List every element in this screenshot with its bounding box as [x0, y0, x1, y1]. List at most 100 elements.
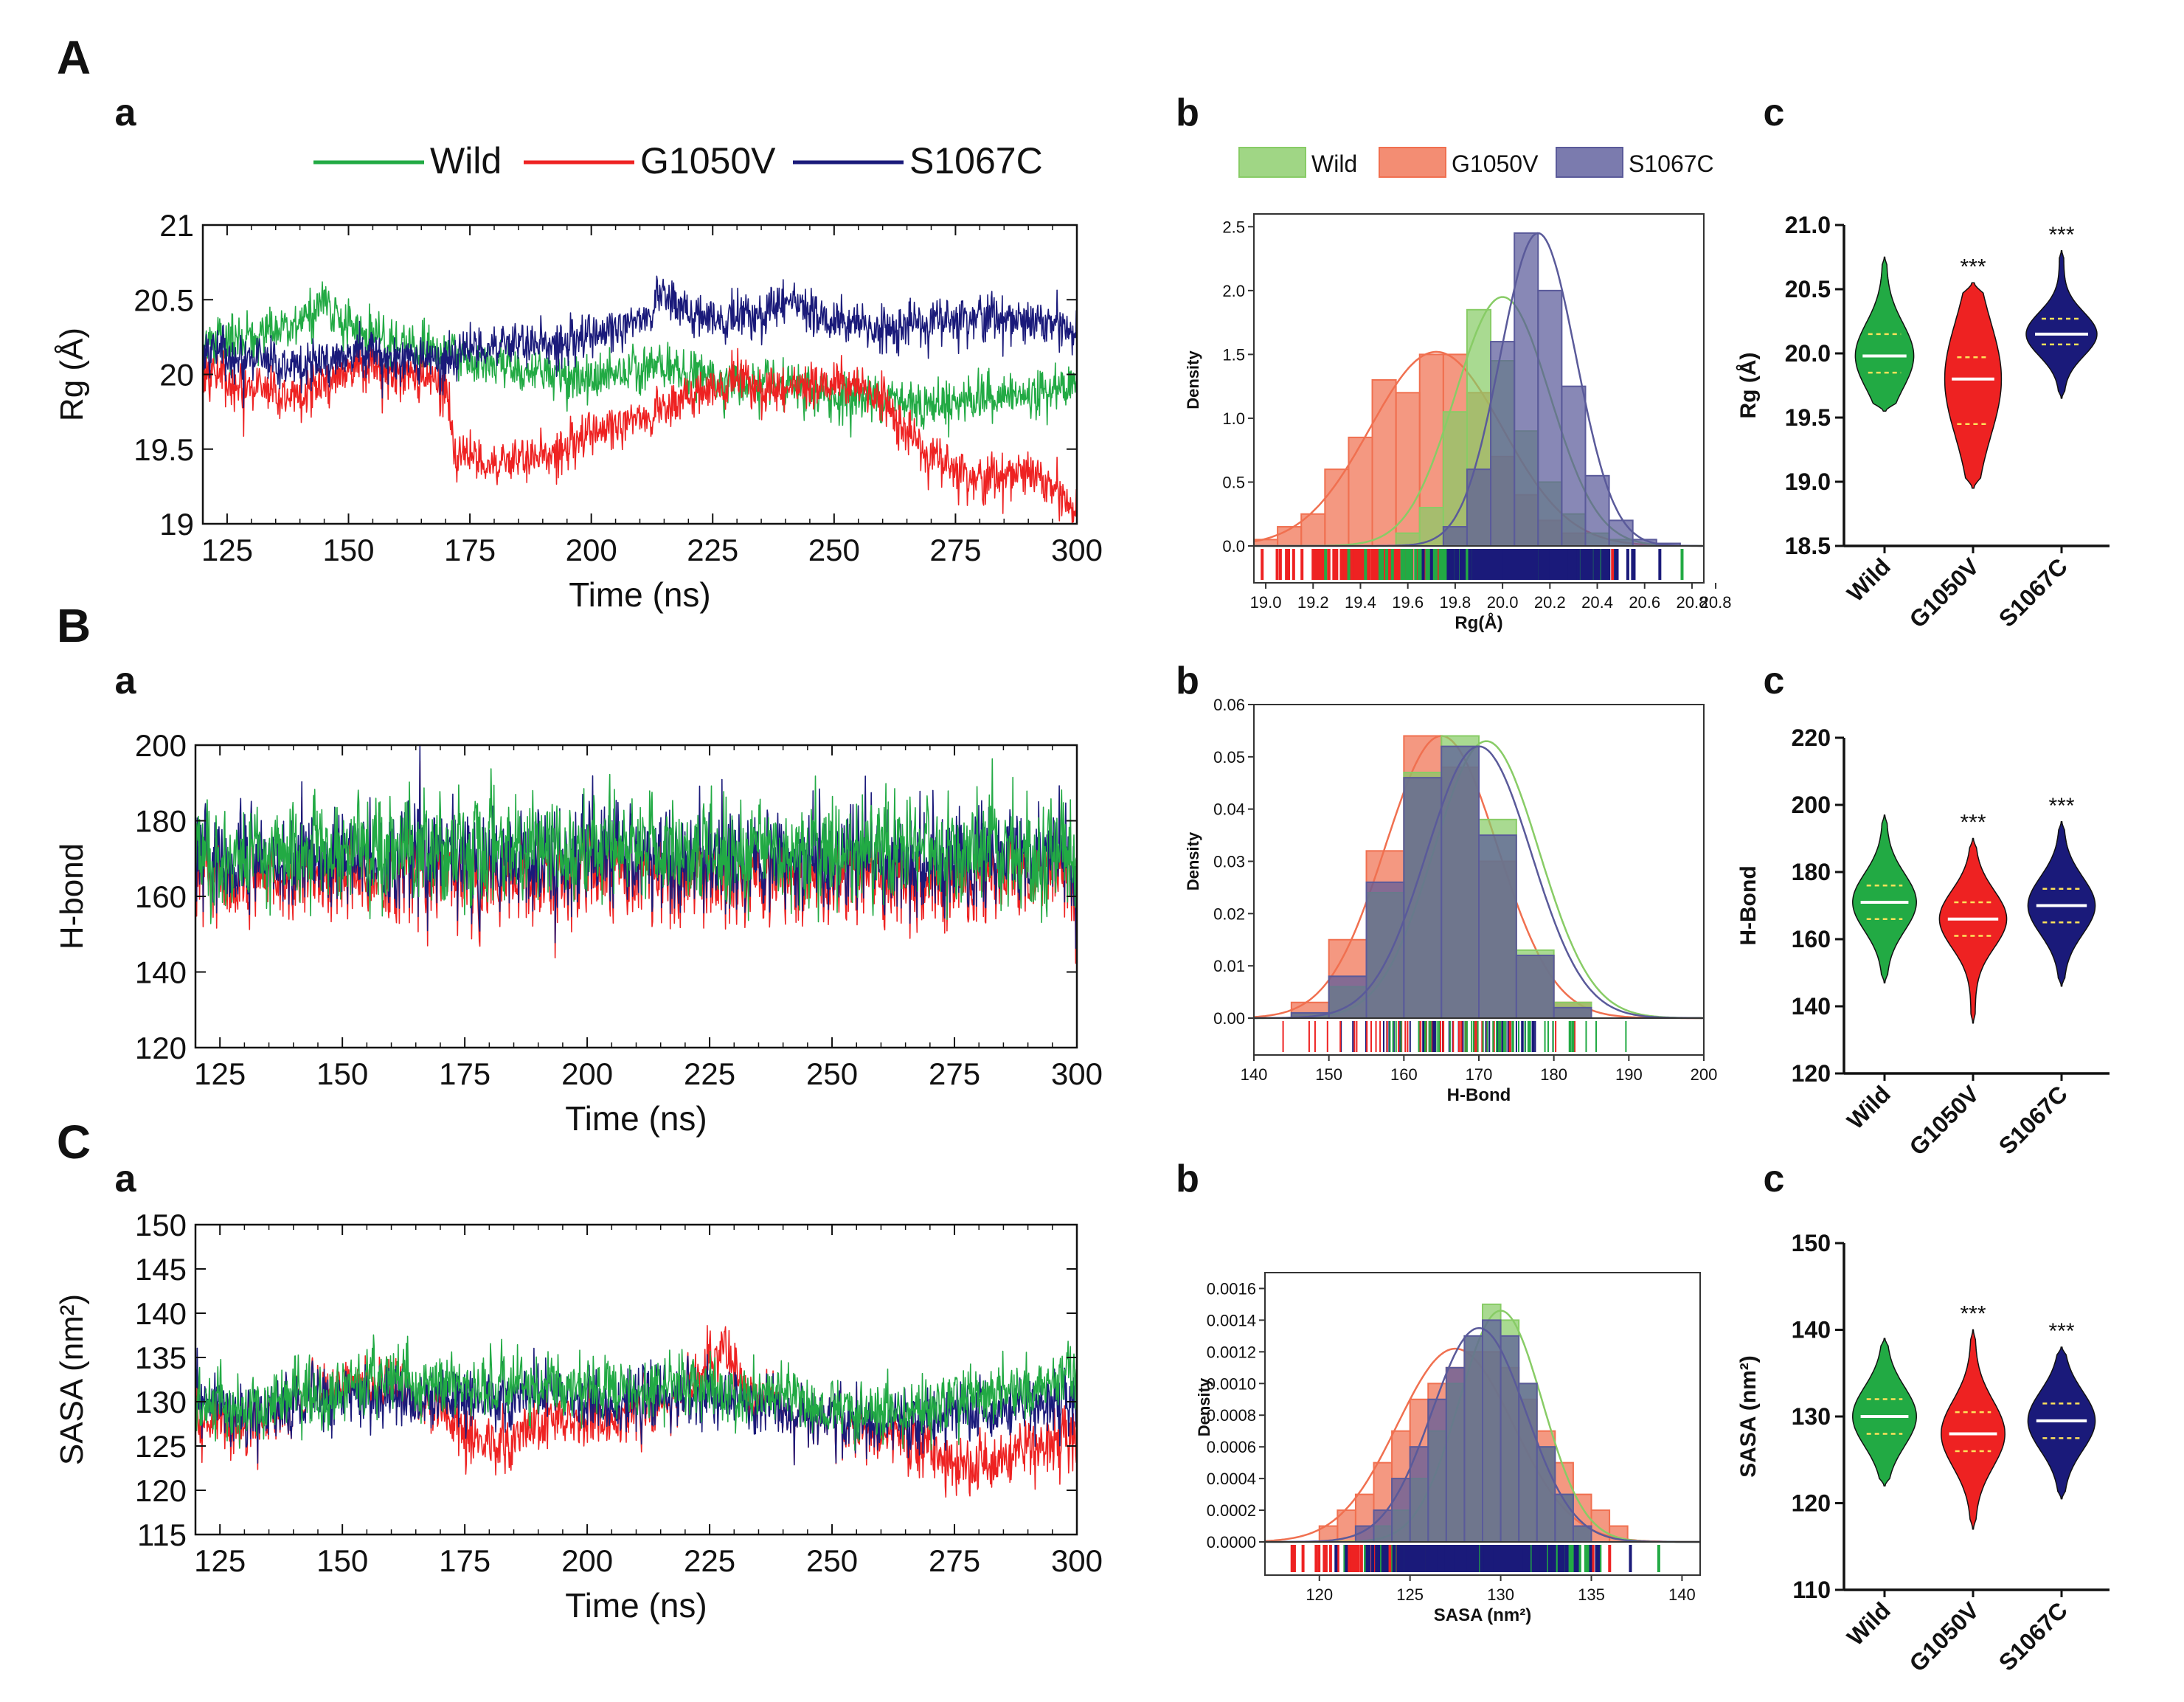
bar-S1067C — [1445, 1366, 1466, 1543]
y-tick-label: 180 — [135, 804, 187, 839]
violin-G1050V — [1944, 282, 2003, 489]
bar-G1050V — [1348, 436, 1373, 547]
hist-chart-Cb: 0.0000 0.0002 0.0004 0.0006 0.0008 0.0010 0.00… — [1195, 1272, 1701, 1625]
violin-S1067C — [2025, 250, 2098, 399]
x-tick-label: 20.8 — [1677, 593, 1708, 612]
y-tick-label: 150 — [135, 1208, 187, 1242]
legend-swatch-S1067C — [1556, 147, 1623, 178]
x-tick-label: 300 — [1051, 533, 1103, 567]
legend-swatch-Wild — [1238, 147, 1306, 178]
y-tick-label: 0.05 — [1213, 748, 1245, 767]
x-tick-label: 225 — [687, 533, 738, 567]
bar-S1067C — [1482, 1319, 1502, 1543]
x-tick-label: 19.4 — [1345, 593, 1376, 612]
y-tick-label: 21 — [159, 208, 194, 243]
x-tick-label: 275 — [929, 1543, 980, 1578]
x-tick-label: 150 — [316, 1543, 368, 1578]
hist-legend: Wild G1050V S1067C — [1238, 147, 1714, 178]
legend-label-Wild: Wild — [1311, 151, 1357, 177]
legend-label-Wild: Wild — [430, 140, 502, 181]
y-tick-label: 20 — [159, 358, 194, 392]
x-tick-label: 130 — [1487, 1585, 1514, 1604]
y-axis-label: Density — [1184, 831, 1202, 890]
x-category-label: Wild — [1842, 1080, 1896, 1134]
x-tick-label: 125 — [201, 533, 253, 567]
x-tick-label: 20.8 — [1700, 593, 1732, 612]
x-tick-label: 250 — [806, 1543, 858, 1578]
section-letter-C: C — [57, 1115, 91, 1169]
x-tick-label: 19.2 — [1297, 593, 1329, 612]
fit-curve-S1067C — [1254, 745, 1704, 1020]
panel-letter-b: b — [1176, 91, 1199, 134]
legend-swatch-G1050V — [1379, 147, 1446, 178]
bar-S1067C — [1515, 955, 1555, 1019]
y-tick-label: 0.0016 — [1207, 1279, 1256, 1298]
y-axis-label: SASA (nm²) — [54, 1294, 90, 1465]
y-tick-label: 20.5 — [134, 283, 194, 317]
x-tick-label: 300 — [1051, 1056, 1103, 1091]
y-tick-label: 160 — [1792, 926, 1831, 952]
x-category-label: G1050V — [1904, 553, 1984, 633]
panel-letter-a: a — [115, 1158, 137, 1200]
x-axis-label: Rg(Å) — [1455, 612, 1502, 633]
y-tick-label: 120 — [135, 1473, 187, 1508]
series-line-Wild — [195, 758, 1077, 924]
series-line-G1050V — [202, 335, 1077, 525]
bar-S1067C — [1365, 881, 1405, 1020]
y-tick-label: 20.5 — [1785, 276, 1831, 302]
x-tick-label: 170 — [1466, 1065, 1493, 1084]
y-tick-label: 18.5 — [1785, 533, 1831, 559]
bar-S1067C — [1561, 385, 1587, 547]
bar-G1050V — [1395, 392, 1421, 547]
y-tick-label: 0.03 — [1213, 853, 1245, 871]
panel-letter-c: c — [1764, 660, 1785, 702]
bar-Wild — [1442, 411, 1468, 547]
y-axis-label: H-bond — [54, 843, 90, 949]
bar-S1067C — [1490, 341, 1516, 547]
significance-marker: *** — [2048, 794, 2074, 818]
y-tick-label: 19 — [159, 507, 194, 542]
x-tick-label: 200 — [566, 533, 617, 567]
x-tick-label: 20.2 — [1534, 593, 1566, 612]
y-axis-label: SASA (nm²) — [1736, 1355, 1761, 1478]
legend-label-S1067C: S1067C — [1629, 151, 1714, 177]
x-axis-label: SASA (nm²) — [1434, 1605, 1531, 1625]
x-tick-label: 275 — [929, 1056, 980, 1091]
violin-S1067C — [2027, 1346, 2096, 1500]
bar-S1067C — [1553, 1006, 1592, 1020]
y-tick-label: 19.5 — [1785, 404, 1831, 431]
y-tick-label: 0.0000 — [1207, 1533, 1256, 1551]
series-line-Wild — [202, 281, 1077, 438]
y-tick-label: 120 — [1792, 1060, 1831, 1087]
line-chart-Ca: 125 150 175 200 225 250 275 3001151201251301351… — [54, 1208, 1103, 1625]
panel-letter-c: c — [1764, 1158, 1785, 1200]
x-tick-label: 225 — [684, 1056, 735, 1091]
x-tick-label: 140 — [1241, 1065, 1268, 1084]
bar-S1067C — [1536, 1446, 1556, 1543]
x-tick-label: 125 — [194, 1056, 246, 1091]
x-tick-label: 175 — [439, 1543, 490, 1578]
y-tick-label: 0.0014 — [1207, 1311, 1256, 1329]
x-category-label: G1050V — [1904, 1597, 1984, 1677]
y-tick-label: 110 — [1792, 1577, 1831, 1603]
x-tick-label: 250 — [806, 1056, 858, 1091]
bar-S1067C — [1403, 777, 1443, 1019]
y-tick-label: 0.01 — [1213, 957, 1245, 975]
y-tick-label: 0.0 — [1222, 537, 1245, 556]
y-tick-label: 130 — [135, 1385, 187, 1419]
panel-letter-b: b — [1176, 1158, 1199, 1200]
significance-marker: *** — [1960, 255, 1986, 279]
x-tick-label: 150 — [1315, 1065, 1342, 1084]
violin-chart-Cc: Wild *** G1050V *** S1067C 110 120 130 140 150 SAS… — [1736, 1230, 2110, 1677]
violin-Wild — [1852, 814, 1917, 983]
y-axis-label: Rg (Å) — [1736, 353, 1761, 419]
y-tick-label: 20.0 — [1785, 340, 1831, 367]
hist-chart-Ab: 0.0 0.5 1.0 1.5 2.0 2.5 19.0 19.2 19.4 19.6 19.8 20… — [1184, 213, 1732, 633]
significance-marker: *** — [2048, 223, 2074, 247]
x-tick-label: 200 — [1691, 1065, 1718, 1084]
y-tick-label: 120 — [1792, 1490, 1831, 1517]
x-axis-label: Time (ns) — [565, 1586, 707, 1625]
section-letter-B: B — [57, 599, 91, 652]
x-category-label: Wild — [1842, 553, 1896, 606]
y-tick-label: 1.0 — [1222, 409, 1245, 428]
